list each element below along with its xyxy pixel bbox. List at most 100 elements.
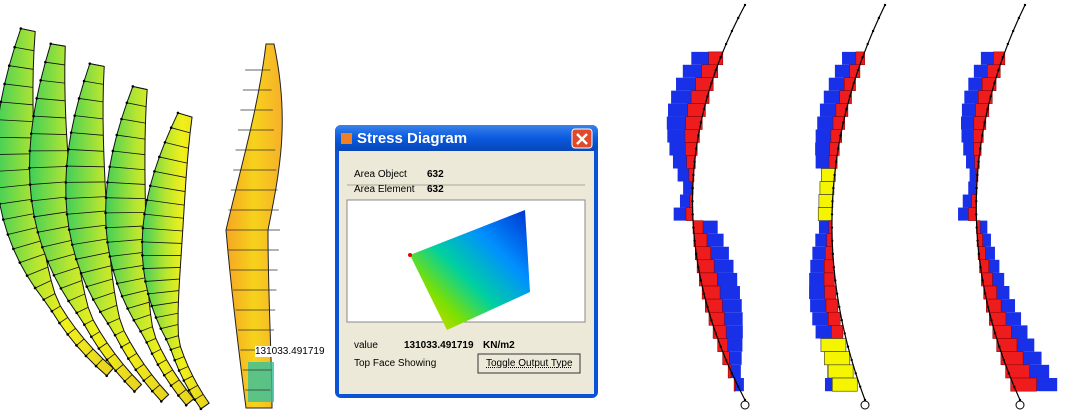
mesh-node <box>142 227 145 230</box>
moment-block <box>818 208 832 221</box>
member-node <box>851 359 853 361</box>
member-node <box>832 253 834 255</box>
member-node <box>998 346 1000 348</box>
member-node <box>706 95 708 97</box>
member-node <box>692 187 694 189</box>
moment-block <box>825 247 832 260</box>
member-node <box>976 240 978 242</box>
member-node <box>878 17 880 19</box>
field-value: 131033.491719 <box>404 340 474 351</box>
member-node <box>1002 56 1004 58</box>
mesh-node <box>33 215 36 218</box>
member-node <box>981 134 983 136</box>
moment-block <box>820 182 834 195</box>
moment-block <box>824 260 833 273</box>
mesh-node <box>133 390 136 393</box>
mesh-node <box>78 97 81 100</box>
mesh-node <box>29 183 32 186</box>
member-node <box>837 147 839 149</box>
moment-block <box>1011 378 1037 391</box>
mesh-node <box>173 359 176 362</box>
mesh-node <box>109 255 112 258</box>
mesh-node <box>34 287 37 290</box>
mesh-node <box>185 404 188 407</box>
member-node <box>693 161 695 163</box>
mesh-node <box>7 233 10 236</box>
mesh-node <box>32 115 35 118</box>
member-node <box>706 306 708 308</box>
member-node <box>977 161 979 163</box>
member-node <box>731 372 733 374</box>
mesh-node <box>92 298 95 301</box>
mesh-node <box>75 258 78 261</box>
mesh-node <box>67 148 70 151</box>
member-node <box>703 108 705 110</box>
field-value: 632 <box>427 169 444 180</box>
member-node <box>981 279 983 281</box>
mesh-node <box>98 347 101 350</box>
mesh-node <box>145 341 148 344</box>
field-value: 632 <box>427 184 444 195</box>
mesh-node <box>85 285 88 288</box>
member-node <box>697 134 699 136</box>
mesh-node <box>178 369 181 372</box>
mesh-node <box>126 101 129 104</box>
member-node <box>725 43 727 45</box>
mesh-node <box>65 165 68 168</box>
member-node <box>990 95 992 97</box>
mesh-node <box>65 181 68 184</box>
button-label[interactable]: Toggle Output Type <box>486 358 573 369</box>
mesh-node <box>30 200 33 203</box>
member-node <box>845 108 847 110</box>
mesh-node <box>51 310 54 313</box>
mesh-node <box>66 333 69 336</box>
support <box>1016 401 1024 409</box>
mesh-node <box>46 260 49 263</box>
node <box>408 253 412 257</box>
moment-block <box>828 312 840 325</box>
status-text: Top Face Showing <box>354 358 436 369</box>
mesh-node <box>139 330 142 333</box>
mesh-node <box>53 274 56 277</box>
member-node <box>715 69 717 71</box>
member-node <box>693 240 695 242</box>
mesh-node <box>106 359 109 362</box>
field-label: value <box>354 340 378 351</box>
mesh-node <box>177 112 180 115</box>
mesh-node <box>183 379 186 382</box>
member-node <box>867 43 869 45</box>
member-node <box>744 4 746 6</box>
screenshot: 131033.491719 Stress Diagram Area Object… <box>0 0 1067 417</box>
moment-block <box>968 208 976 221</box>
mesh-node <box>41 246 44 249</box>
member-node <box>692 226 694 228</box>
member-node <box>849 95 851 97</box>
mesh-node <box>153 170 156 173</box>
member-node <box>835 161 837 163</box>
mesh-node <box>75 312 78 315</box>
mesh-node <box>157 363 160 366</box>
member-node <box>831 226 833 228</box>
mesh-node <box>73 114 76 117</box>
moment-block <box>821 168 835 181</box>
moment-block <box>819 195 833 208</box>
mesh-node <box>147 293 150 296</box>
moment-block <box>825 286 836 299</box>
member-node <box>691 200 693 202</box>
mesh-node <box>20 27 23 30</box>
mesh-node <box>83 323 86 326</box>
mesh-node <box>58 322 61 325</box>
mesh-node <box>115 134 118 137</box>
mesh-node <box>114 369 117 372</box>
mesh-node <box>85 355 88 358</box>
mesh-node <box>70 131 73 134</box>
mesh-node <box>13 46 16 49</box>
mesh-node <box>160 327 163 330</box>
model-views <box>0 0 1067 417</box>
mesh-node <box>146 199 149 202</box>
mesh-node <box>165 338 168 341</box>
mesh-node <box>65 197 68 200</box>
mesh-node <box>67 300 70 303</box>
mesh-node <box>141 254 144 257</box>
member-node <box>720 56 722 58</box>
